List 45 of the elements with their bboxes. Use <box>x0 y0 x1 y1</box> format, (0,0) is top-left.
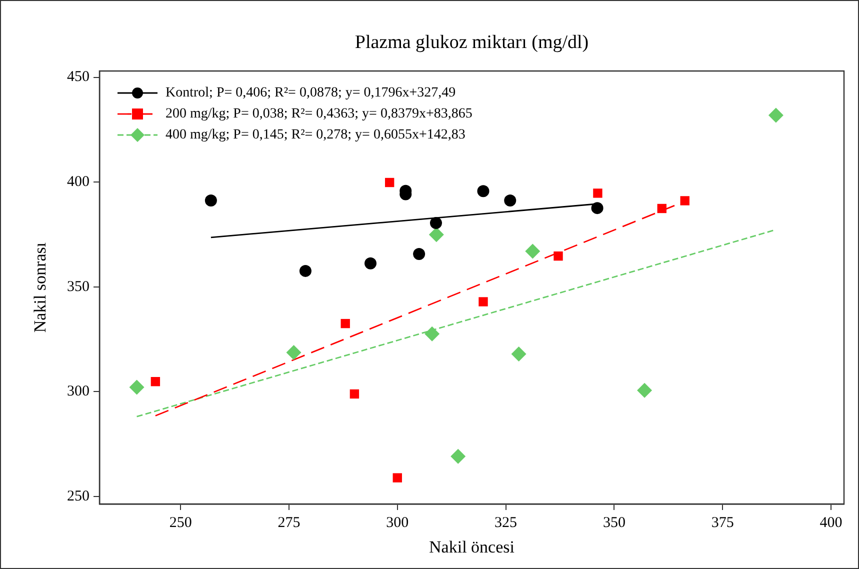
point <box>504 194 516 207</box>
point <box>525 244 540 259</box>
point <box>286 344 302 360</box>
point <box>299 264 312 277</box>
point <box>593 188 602 198</box>
point <box>450 448 466 464</box>
legend-label: 200 mg/kg; P= 0,038; R²= 0,4363; y= 0,8379x+83,865 <box>166 106 472 122</box>
legend-label: Kontrol; P= 0,406; R²= 0,0878; y= 0,1796x+327,49 <box>166 86 456 101</box>
x-tick-label: 375 <box>711 514 734 531</box>
x-axis-title: Nakil öncesi <box>429 537 515 556</box>
point <box>591 202 604 214</box>
x-tick-label: 275 <box>278 514 300 531</box>
x-tick-label: 325 <box>494 514 518 531</box>
point <box>392 473 402 482</box>
point <box>424 326 440 342</box>
x-tick-label: 300 <box>386 514 409 531</box>
y-tick-label: 250 <box>67 488 90 504</box>
point <box>430 216 442 229</box>
point <box>477 185 490 198</box>
point <box>204 194 217 207</box>
y-tick-label: 450 <box>67 69 90 86</box>
point <box>129 380 144 395</box>
point <box>680 196 690 206</box>
x-tick-label: 400 <box>820 514 842 531</box>
point <box>340 318 350 328</box>
point <box>350 389 360 399</box>
point <box>364 257 377 270</box>
point <box>413 248 426 260</box>
y-tick-label: 300 <box>67 384 90 400</box>
y-axis-title: Nakil sonrası <box>30 242 50 333</box>
point <box>384 178 394 188</box>
chart-title: Plazma glukoz miktarı (mg/dl) <box>354 32 589 53</box>
legend-label: 400 mg/kg; P= 0,145; R²= 0,278; y= 0,6055x+142,83 <box>166 128 466 143</box>
point <box>511 346 526 362</box>
point <box>554 251 563 261</box>
point <box>150 377 160 386</box>
x-tick-label: 350 <box>602 514 626 531</box>
point <box>768 108 784 123</box>
point <box>657 204 666 214</box>
y-tick-label: 350 <box>67 278 90 295</box>
point <box>478 297 488 306</box>
y-tick-label: 400 <box>67 174 90 190</box>
x-tick-label: 250 <box>169 514 192 531</box>
point <box>428 227 444 242</box>
point <box>637 382 652 398</box>
